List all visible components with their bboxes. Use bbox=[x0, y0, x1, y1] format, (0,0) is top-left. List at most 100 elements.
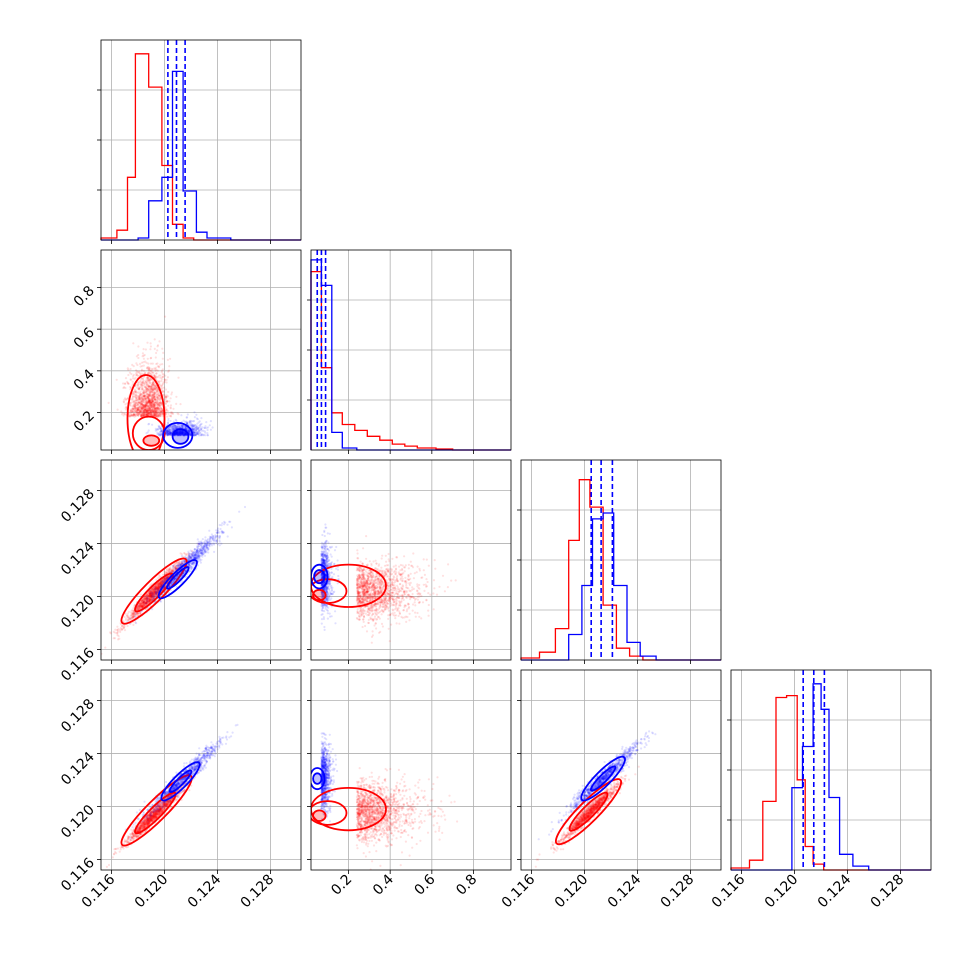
scatter-0-1-red-point bbox=[139, 411, 142, 414]
scatter-0-1-red-point bbox=[145, 388, 148, 391]
scatter-0-1-red-point bbox=[156, 390, 159, 393]
scatter-0-1-red-point bbox=[155, 406, 158, 409]
scatter-0-1-red-point bbox=[147, 409, 150, 412]
scatter-0-1-red-point bbox=[149, 389, 153, 392]
scatter-0-1-red-point bbox=[130, 414, 133, 417]
scatter-0-1-red-point bbox=[150, 398, 153, 401]
scatter-0-1-red-point bbox=[156, 405, 159, 409]
scatter-0-1-red-point bbox=[165, 409, 168, 412]
scatter-0-1-red-point bbox=[134, 376, 137, 379]
scatter-0-1-red-point bbox=[159, 374, 162, 377]
scatter-0-2-red-point bbox=[179, 552, 182, 555]
scatter-0-1-red-point bbox=[137, 399, 140, 402]
scatter-0-1-red-point bbox=[124, 377, 128, 380]
scatter-0-1-red-point bbox=[156, 386, 159, 389]
scatter-0-1-red-point bbox=[162, 375, 165, 378]
scatter-0-1-red-point bbox=[166, 409, 169, 413]
scatter-0-1-red-point bbox=[130, 401, 133, 404]
scatter-0-1-red-point bbox=[148, 412, 151, 415]
scatter-0-1-red-point bbox=[154, 368, 157, 371]
scatter-0-1-red-point bbox=[166, 358, 169, 361]
scatter-0-1-red-point bbox=[159, 413, 162, 416]
scatter-0-1-red-point bbox=[148, 407, 151, 410]
scatter-0-1-red-point bbox=[155, 402, 159, 405]
scatter-0-1-red-point bbox=[151, 387, 154, 391]
scatter-0-1-red-point bbox=[150, 404, 153, 407]
hist-0-blue-histogram bbox=[101, 70, 301, 241]
scatter-0-1-red-point bbox=[137, 356, 140, 360]
scatter-0-1-red-point bbox=[169, 411, 172, 414]
scatter-0-1-red-point bbox=[156, 406, 159, 409]
scatter-0-1-red-point bbox=[145, 402, 149, 405]
scatter-0-1-red-point bbox=[150, 383, 153, 386]
scatter-0-1-red-point bbox=[148, 399, 151, 402]
scatter-0-1-red-point bbox=[147, 397, 150, 401]
scatter-0-1-red-point bbox=[153, 412, 156, 415]
scatter-0-1-red-point bbox=[153, 403, 156, 406]
scatter-0-1-red-point bbox=[159, 363, 162, 366]
scatter-0-1-red-point bbox=[150, 404, 154, 407]
scatter-0-1-red-point bbox=[153, 394, 156, 397]
scatter-0-1-red-point bbox=[145, 397, 148, 400]
scatter-0-1-red-point bbox=[138, 409, 141, 412]
scatter-0-1-red-point bbox=[142, 394, 145, 398]
scatter-0-1-red-point bbox=[149, 402, 152, 405]
scatter-0-1-red-point bbox=[160, 410, 163, 413]
scatter-0-1-red-point bbox=[147, 383, 150, 386]
scatter-0-1-red-point bbox=[150, 378, 153, 381]
scatter-0-2-blue-point bbox=[208, 543, 211, 546]
scatter-0-1-red-point bbox=[147, 409, 150, 412]
scatter-0-1-red-point bbox=[148, 381, 151, 384]
scatter-0-1-blue-point bbox=[159, 427, 162, 431]
scatter-0-1-red-point bbox=[128, 415, 131, 418]
scatter-0-2-blue-point bbox=[204, 536, 207, 539]
scatter-0-1-red-point bbox=[142, 407, 145, 410]
scatter-0-1-red-point bbox=[135, 386, 138, 389]
scatter-0-1-red-point bbox=[131, 408, 134, 411]
scatter-0-1-red-point bbox=[160, 403, 163, 406]
scatter-0-2-blue-point bbox=[187, 550, 190, 553]
scatter-0-1-red-point bbox=[154, 387, 157, 390]
scatter-0-1-red-point bbox=[142, 409, 146, 412]
scatter-0-1-red-point bbox=[158, 415, 161, 418]
scatter-0-1-red-point bbox=[139, 408, 142, 411]
scatter-0-1-red-point bbox=[143, 411, 146, 415]
scatter-0-1-red-point bbox=[164, 406, 167, 409]
scatter-0-1-red-point bbox=[143, 395, 146, 398]
scatter-0-1-red-point bbox=[145, 405, 148, 408]
scatter-1-2-red-point bbox=[413, 601, 416, 604]
scatter-0-1-red-point bbox=[147, 396, 150, 399]
scatter-0-1-red-point bbox=[140, 368, 144, 371]
scatter-0-1-red-point bbox=[151, 410, 154, 413]
scatter-0-1-red-point bbox=[135, 373, 138, 376]
scatter-0-1-blue-point bbox=[151, 423, 154, 426]
scatter-0-1-red-point bbox=[141, 402, 144, 406]
scatter-0-1-red-point bbox=[155, 413, 158, 416]
scatter-0-1-red-point bbox=[135, 398, 138, 401]
scatter-0-1-red-point bbox=[147, 395, 150, 398]
scatter-0-1-red-point bbox=[138, 398, 141, 401]
scatter-0-1-red-point bbox=[142, 357, 145, 360]
scatter-0-1-red-point bbox=[153, 393, 157, 396]
scatter-0-2-blue-point bbox=[220, 542, 223, 545]
scatter-0-1-red-point bbox=[135, 410, 138, 413]
scatter-0-1-red-point bbox=[151, 399, 154, 402]
scatter-0-1-red-point bbox=[152, 412, 155, 415]
scatter-0-1-red-point bbox=[164, 397, 167, 400]
scatter-0-1-red-point bbox=[148, 370, 151, 374]
scatter-0-1-red-point bbox=[157, 396, 160, 399]
scatter-0-1-red-point bbox=[145, 414, 149, 417]
scatter-0-1-red-point bbox=[129, 404, 132, 407]
scatter-1-2-red-point bbox=[365, 557, 368, 560]
scatter-0-1-red-point bbox=[151, 396, 154, 399]
scatter-0-1-red-point bbox=[156, 403, 159, 407]
scatter-0-1-red-point bbox=[144, 405, 147, 408]
scatter-0-1-red-point bbox=[152, 404, 155, 407]
scatter-0-1-red-point bbox=[138, 386, 141, 389]
scatter-0-1-red-point bbox=[154, 356, 157, 359]
scatter-0-1-red-point bbox=[170, 393, 173, 396]
scatter-0-1-red-point bbox=[156, 415, 159, 418]
scatter-0-1-red-point bbox=[142, 395, 145, 398]
scatter-0-1-red-point bbox=[131, 380, 134, 383]
scatter-0-1-red-point bbox=[152, 402, 155, 405]
